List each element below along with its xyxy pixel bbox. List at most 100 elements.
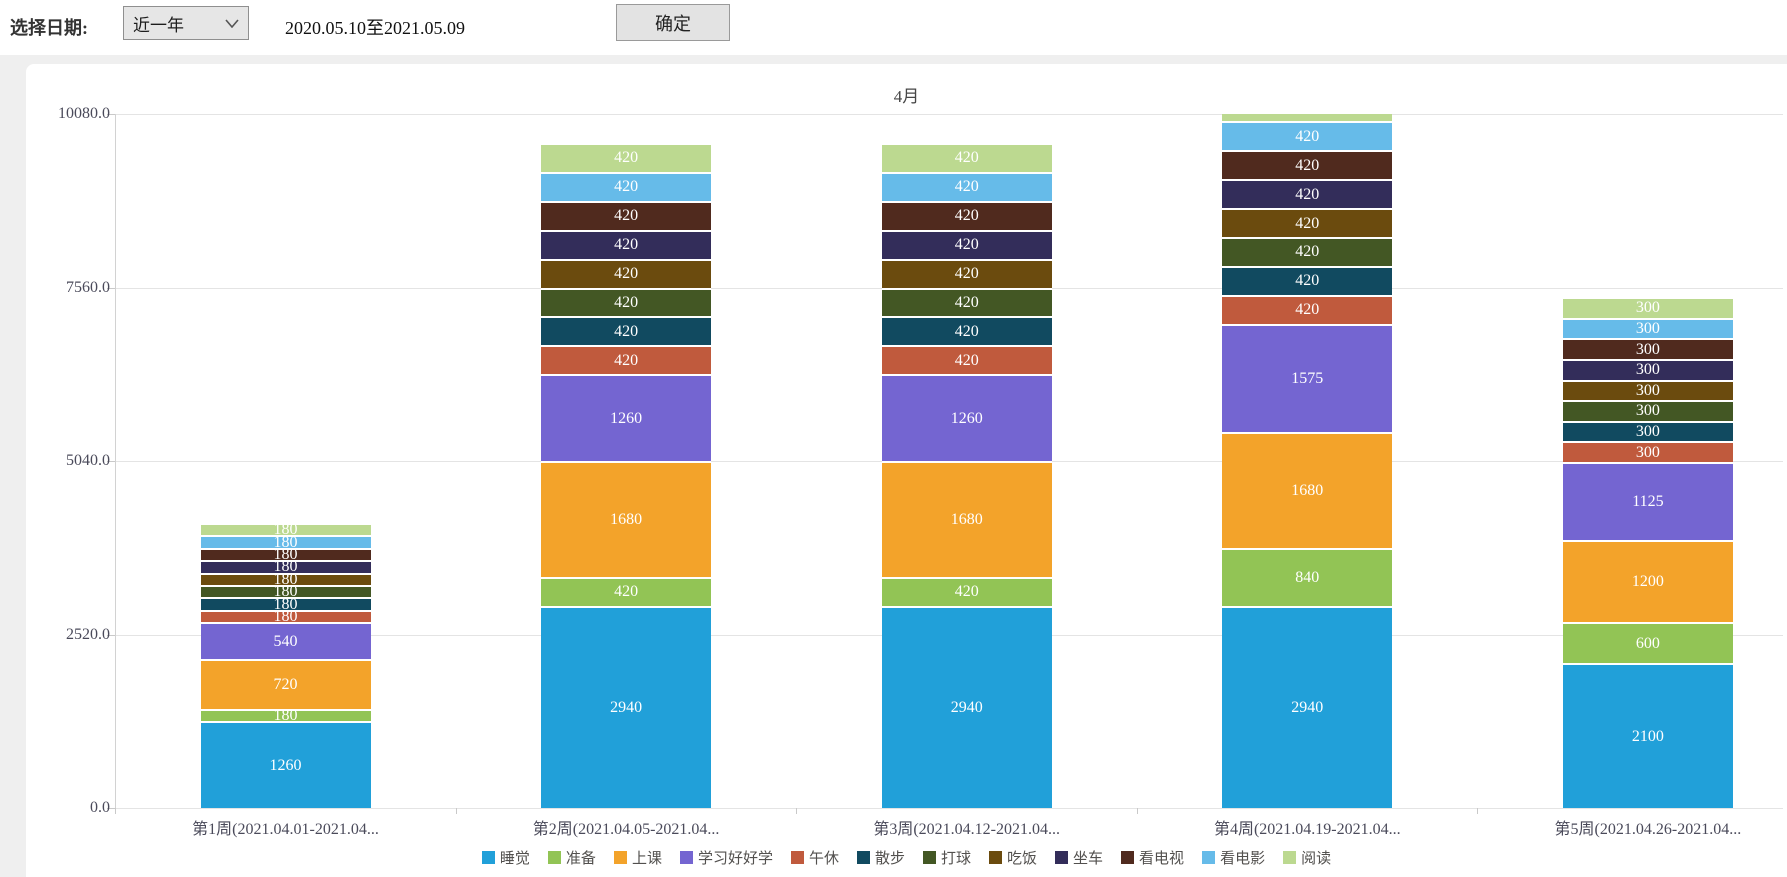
bar-segment-class[interactable]: 720 (200, 659, 371, 709)
bar-segment-movie[interactable]: 420 (881, 171, 1052, 201)
legend-item-commute[interactable]: 坐车 (1055, 847, 1103, 868)
bar-segment-watch-tv[interactable]: 420 (881, 200, 1052, 230)
y-tick-mark (107, 287, 115, 289)
bar-segment-prepare[interactable]: 420 (881, 576, 1052, 606)
bar-segment-study-hard[interactable]: 1575 (1222, 323, 1393, 433)
x-axis-category-label: 第1周(2021.04.01-2021.04... (192, 821, 379, 838)
bar-segment-watch-tv[interactable]: 180 (200, 546, 371, 562)
bar-segment-meal[interactable]: 420 (541, 258, 712, 288)
bar-segment-class[interactable]: 1680 (881, 461, 1052, 577)
bar-value-label: 300 (1635, 402, 1660, 420)
bar-segment-noon-break[interactable]: 180 (200, 607, 371, 625)
bar-segment-prepare[interactable]: 420 (541, 576, 712, 606)
bar-value-label: 180 (273, 607, 298, 625)
bar-segment-meal[interactable]: 300 (1562, 379, 1733, 401)
bar-value-label: 420 (954, 294, 979, 312)
bar-segment-class[interactable]: 1680 (541, 461, 712, 577)
bar-segment-prepare[interactable]: 180 (200, 708, 371, 724)
bar-value-label: 180 (273, 583, 298, 601)
date-range-select[interactable]: 近一年 (123, 6, 249, 40)
bar-segment-walk[interactable]: 420 (541, 316, 712, 346)
bar-segment-commute[interactable]: 420 (541, 229, 712, 259)
bar-segment-walk[interactable]: 420 (881, 316, 1052, 346)
bar-segment-study-hard[interactable]: 1125 (1562, 462, 1733, 540)
bar-value-label: 840 (1295, 568, 1320, 586)
bar-segment-watch-tv[interactable]: 420 (541, 200, 712, 230)
legend-label: 睡觉 (499, 851, 530, 867)
legend-item-meal[interactable]: 吃饭 (989, 847, 1037, 868)
legend-item-noon-break[interactable]: 午休 (790, 847, 839, 868)
bar-segment-commute[interactable]: 420 (1222, 179, 1393, 209)
bar-segment-commute[interactable]: 300 (1562, 358, 1733, 380)
bar-segment-prepare[interactable]: 840 (1222, 547, 1393, 606)
bar-segment-meal[interactable]: 420 (881, 258, 1052, 288)
date-range-text: 2020.05.10至2021.05.09 (285, 18, 465, 38)
bar-segment-noon-break[interactable]: 420 (1222, 294, 1393, 324)
legend-item-movie[interactable]: 看电影 (1202, 847, 1265, 868)
bar-segment-sleep[interactable]: 2940 (1222, 605, 1393, 808)
bar-segment-sleep[interactable]: 2940 (541, 605, 712, 808)
bar-value-label: 300 (1635, 443, 1660, 461)
bar-segment-reading[interactable]: 420 (881, 143, 1052, 172)
bar-segment-reading[interactable]: 180 (200, 523, 371, 538)
bar-segment-movie[interactable]: 300 (1562, 317, 1733, 339)
confirm-button[interactable]: 确定 (616, 4, 730, 41)
bar-segment-play-ball[interactable]: 420 (1222, 236, 1393, 266)
bar-segment-play-ball[interactable]: 420 (541, 287, 712, 317)
bar-segment-class[interactable]: 1680 (1222, 432, 1393, 548)
legend-item-class[interactable]: 上课 (613, 847, 662, 868)
bar-segment-meal[interactable]: 180 (200, 571, 371, 587)
bar-segment-walk[interactable]: 300 (1562, 420, 1733, 442)
legend-item-reading[interactable]: 阅读 (1283, 847, 1331, 868)
legend-swatch-icon (1202, 851, 1216, 864)
y-axis-tick-label: 7560.0 (66, 278, 110, 296)
bar-segment-prepare[interactable]: 600 (1562, 622, 1733, 664)
bar-value-label: 1200 (1631, 572, 1664, 590)
bar-segment-play-ball[interactable]: 180 (200, 583, 371, 601)
bar-segment-watch-tv[interactable]: 300 (1562, 338, 1733, 359)
bar-segment-reading[interactable] (1222, 114, 1393, 122)
bar-segment-sleep[interactable]: 2100 (1562, 663, 1733, 808)
bar-value-label: 420 (614, 583, 639, 601)
bar-value-label: 420 (614, 236, 639, 254)
legend-item-sleep[interactable]: 睡觉 (481, 847, 530, 868)
bar-segment-commute[interactable]: 180 (200, 559, 371, 575)
legend-label: 学习好好学 (697, 851, 773, 867)
bar-segment-reading[interactable]: 420 (541, 143, 712, 172)
bar-segment-noon-break[interactable]: 300 (1562, 441, 1733, 463)
bar-segment-play-ball[interactable]: 420 (881, 287, 1052, 317)
legend-item-study-hard[interactable]: 学习好好学 (679, 847, 773, 868)
bar-segment-play-ball[interactable]: 300 (1562, 400, 1733, 421)
y-axis-line (115, 114, 116, 808)
legend-item-walk[interactable]: 散步 (856, 847, 905, 868)
date-range-select-value: 近一年 (133, 15, 184, 35)
bar-segment-reading[interactable]: 300 (1562, 296, 1733, 318)
bar-segment-sleep[interactable]: 2940 (881, 605, 1052, 808)
bar-segment-meal[interactable]: 420 (1222, 208, 1393, 237)
legend-item-play-ball[interactable]: 打球 (923, 847, 971, 868)
bar-segment-study-hard[interactable]: 1260 (881, 374, 1052, 462)
legend-item-prepare[interactable]: 准备 (547, 847, 596, 868)
legend-swatch-icon (989, 851, 1003, 864)
legend-item-watch-tv[interactable]: 看电视 (1121, 847, 1184, 868)
bar-segment-walk[interactable]: 420 (1222, 265, 1393, 295)
bar-value-label: 420 (954, 351, 979, 369)
bar-segment-movie[interactable]: 180 (200, 534, 371, 550)
bar-segment-commute[interactable]: 420 (881, 229, 1052, 259)
bar-segment-walk[interactable]: 180 (200, 596, 371, 612)
bar-segment-movie[interactable]: 420 (541, 171, 712, 201)
bar-value-label: 1260 (610, 409, 643, 427)
legend-label: 打球 (941, 851, 972, 867)
bar-segment-class[interactable]: 1200 (1562, 539, 1733, 623)
legend-swatch-icon (547, 851, 561, 864)
bar-segment-sleep[interactable]: 1260 (200, 721, 371, 808)
bar-value-label: 420 (954, 265, 979, 283)
bar-segment-noon-break[interactable]: 420 (881, 345, 1052, 375)
bar-segment-movie[interactable]: 420 (1222, 121, 1393, 151)
bar-segment-study-hard[interactable]: 540 (200, 622, 371, 660)
bar-value-label: 300 (1635, 319, 1660, 337)
chart-title: 4月 (893, 87, 920, 106)
bar-segment-watch-tv[interactable]: 420 (1222, 150, 1393, 180)
bar-segment-study-hard[interactable]: 1260 (541, 374, 712, 462)
bar-segment-noon-break[interactable]: 420 (541, 345, 712, 375)
